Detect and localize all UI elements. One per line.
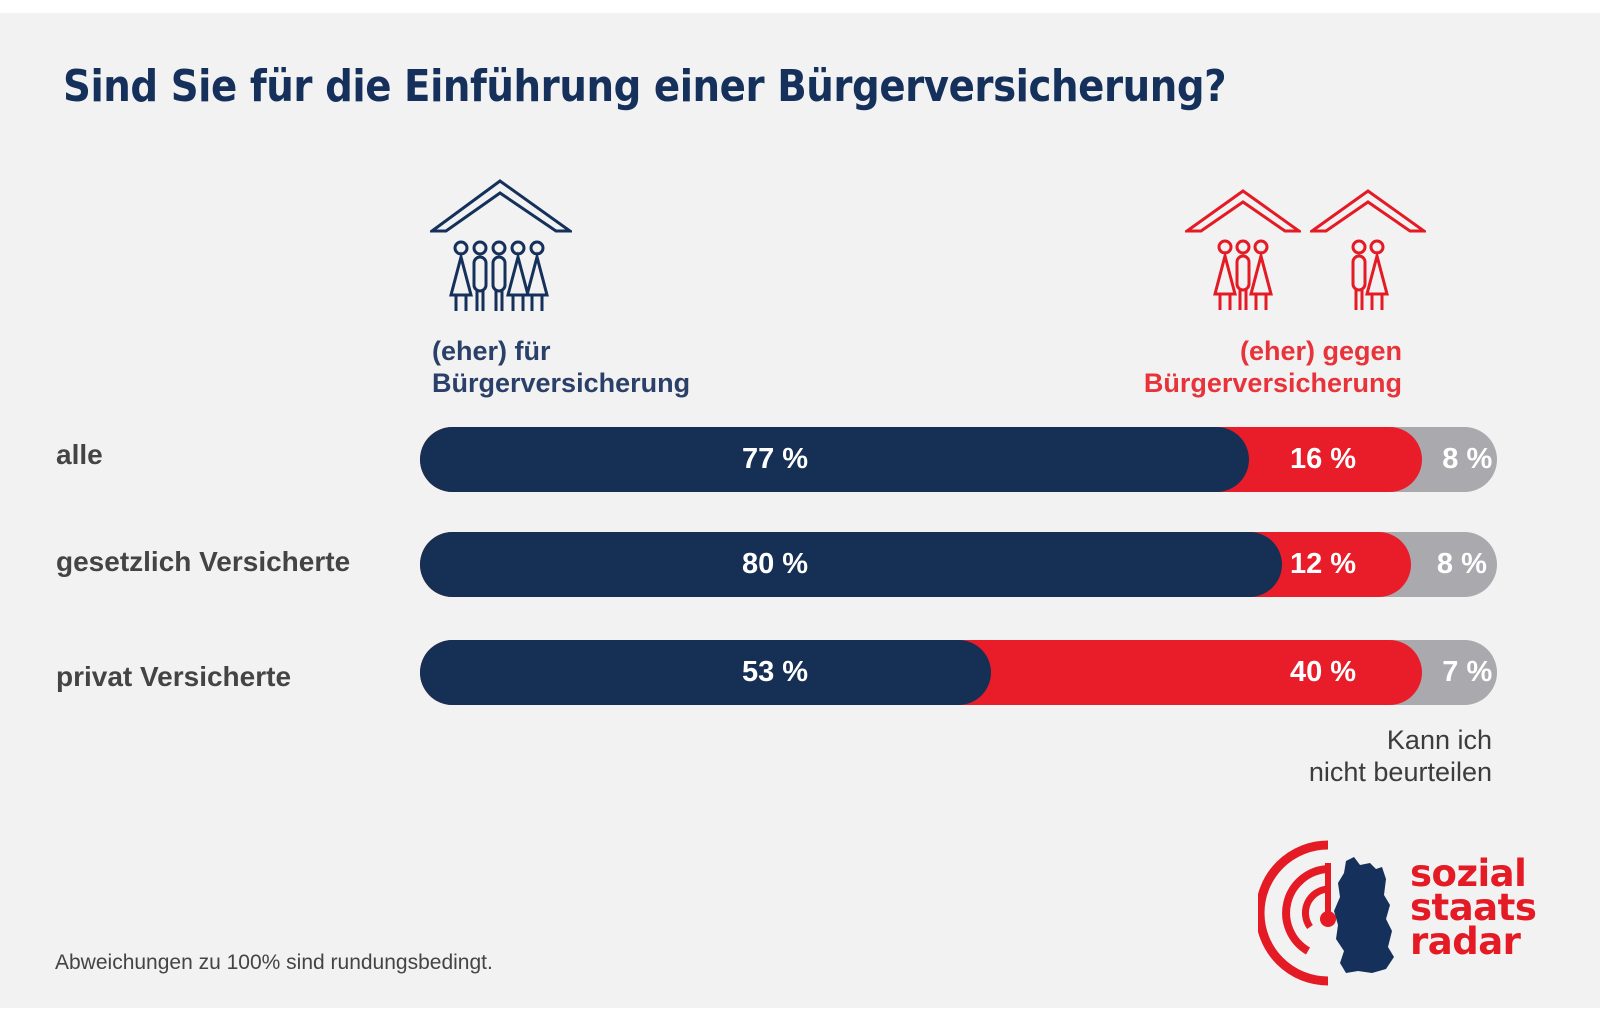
value-label-dont-know: 8 % [1436, 548, 1487, 580]
value-label-for: 80 % [741, 548, 809, 580]
value-label-for: 53 % [741, 656, 809, 688]
legend-for-line1: (eher) für [432, 336, 551, 366]
value-label-against: 16 % [1289, 443, 1357, 475]
value-label-for: 77 % [741, 443, 809, 475]
bar-segment-for [420, 427, 1250, 492]
footnote: Abweichungen zu 100% sind rundungsbeding… [55, 951, 493, 974]
bar-row: 53 % 40 % 7 % [420, 640, 1497, 705]
logo-line1: sozial [1410, 852, 1527, 895]
legend-dont-know: Kann ich nicht beurteilen [1309, 724, 1492, 788]
logo-text: sozial staats radar [1410, 852, 1537, 963]
value-label-against: 40 % [1289, 656, 1357, 688]
logo: sozial staats radar [1258, 839, 1558, 999]
bar-segment-for [420, 532, 1282, 597]
logo-line3: radar [1410, 920, 1521, 963]
house-family-five-people-icon [427, 179, 575, 320]
logo-line2: staats [1410, 886, 1537, 929]
bar-row: 80 % 12 % 8 % [420, 532, 1497, 597]
chart-title: Sind Sie für die Einführung einer Bürger… [63, 61, 1227, 112]
legend-for-line2: Bürgerversicherung [432, 368, 691, 398]
legend-dont-know-line2: nicht beurteilen [1308, 757, 1492, 787]
legend-for: (eher) für Bürgerversicherung [432, 335, 690, 399]
chart-canvas: Sind Sie für die Einführung einer Bürger… [0, 13, 1600, 1008]
house-family-two-people-icon [1307, 189, 1429, 320]
value-label-against: 12 % [1289, 548, 1357, 580]
legend-against-line2: Bürgerversicherung [1143, 368, 1402, 398]
radar-germany-map-icon [1258, 840, 1394, 986]
value-label-dont-know: 7 % [1442, 656, 1493, 688]
bar-row: 77 % 16 % 8 % [420, 427, 1497, 492]
row-label-privat: privat Versicherte [56, 661, 292, 692]
row-label-alle: alle [56, 439, 103, 470]
house-family-three-people-icon [1182, 189, 1304, 320]
value-label-dont-know: 8 % [1442, 443, 1493, 475]
bar-segment-for [420, 640, 991, 705]
row-label-gesetzlich: gesetzlich Versicherte [56, 546, 351, 577]
legend-dont-know-line1: Kann ich [1386, 725, 1492, 755]
legend-against: (eher) gegen Bürgerversicherung [1144, 335, 1402, 399]
legend-against-line1: (eher) gegen [1239, 336, 1402, 366]
